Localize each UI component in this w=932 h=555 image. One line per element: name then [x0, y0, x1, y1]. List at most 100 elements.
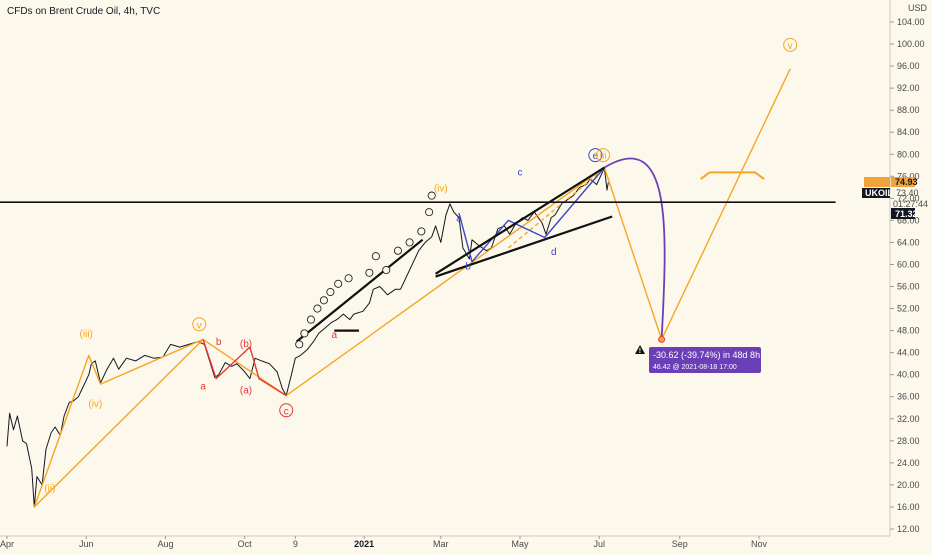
wave-label: d	[551, 247, 557, 258]
symbol-label: UKOIL	[865, 188, 894, 198]
wave-label: (ii)	[44, 483, 55, 494]
y-tick-label: 20.00	[897, 480, 920, 490]
wave-labels: (ii) (iii) (iv) v b (b) a (a) c a (iv) a b c d e iii v	[44, 37, 798, 494]
wave-label-ring	[192, 317, 207, 332]
wave-label: c	[518, 168, 523, 179]
y-tick-label: 16.00	[897, 502, 920, 512]
subwave-marker	[425, 208, 434, 217]
x-tick-label: Oct	[238, 539, 253, 549]
subwave-marker	[319, 296, 328, 305]
projection-change: -30.62 (-39.74%) in 48d 8h	[653, 350, 760, 360]
wave-label: iii	[600, 151, 607, 162]
y-tick-label: 28.00	[897, 436, 920, 446]
y-tick-label: 56.00	[897, 282, 920, 292]
symbol-price-tag: UKOIL 73.40 01:27:44	[862, 188, 928, 209]
series-wave-orange-1[interactable]	[33, 68, 791, 508]
wave-label-ring	[783, 37, 798, 52]
svg-text:71.32: 71.32	[895, 209, 918, 219]
y-tick-label: 36.00	[897, 392, 920, 402]
y-tick-label: 48.00	[897, 326, 920, 336]
y-tick-label: 76.00	[897, 171, 920, 181]
subwave-marker	[371, 252, 380, 261]
wave-label: (iii)	[80, 329, 93, 340]
currency-label: USD	[908, 3, 928, 13]
subwave-marker	[365, 268, 374, 277]
series-wave-red-5[interactable]	[202, 339, 287, 397]
wave-label: (b)	[240, 339, 252, 350]
warning-icon[interactable]: !	[635, 345, 645, 355]
y-tick-label: 24.00	[897, 458, 920, 468]
subwave-marker	[306, 315, 315, 324]
series-projection-7[interactable]	[603, 157, 666, 340]
y-tick-label: 80.00	[897, 149, 920, 159]
wave-label: b	[216, 337, 222, 348]
x-tick-label: May	[512, 539, 530, 549]
chart-title: CFDs on Brent Crude Oil, 4h, TVC	[7, 6, 160, 17]
y-tick-label: 88.00	[897, 105, 920, 115]
y-tick-label: 104.00	[897, 17, 925, 27]
price-axis[interactable]: 12.00 16.00 20.00 24.00 28.00 32.00 36.00 40.00…	[890, 17, 925, 534]
series-wave-blue-6[interactable]	[458, 167, 605, 263]
y-tick-label: 68.00	[897, 215, 920, 225]
x-tick-label: Aug	[157, 539, 173, 549]
plot-area[interactable]	[0, 68, 836, 508]
wave-label: a	[332, 330, 338, 341]
y-tick-label: 12.00	[897, 524, 920, 534]
y-tick-label: 40.00	[897, 370, 920, 380]
svg-text:74.93: 74.93	[895, 177, 918, 187]
subwave-marker	[393, 246, 402, 255]
y-tick-label: 52.00	[897, 304, 920, 314]
y-tick-label: 44.00	[897, 348, 920, 358]
x-tick-label: 9	[293, 539, 298, 549]
time-axis-background	[0, 536, 932, 550]
symbol-price: 73.40	[896, 188, 919, 198]
projection-target: 46.42 @ 2021-08-18 17:00	[653, 364, 737, 371]
wave-label: v	[197, 320, 202, 331]
last-price-tag: 74.93	[864, 177, 918, 187]
y-tick-label: 72.00	[897, 193, 920, 203]
wave-label: v	[788, 41, 793, 52]
series-trendline-9[interactable]	[435, 215, 613, 278]
svg-text:!: !	[639, 348, 641, 355]
subwave-marker	[344, 274, 353, 283]
projection-box: -30.62 (-39.74%) in 48d 8h 46.42 @ 2021-…	[649, 347, 761, 373]
wave-label: e	[593, 151, 599, 162]
wave-label: a	[200, 381, 206, 392]
y-tick-label: 84.00	[897, 127, 920, 137]
wave-label-ring	[596, 148, 611, 163]
projection-target-marker	[658, 335, 666, 343]
y-tick-label: 64.00	[897, 237, 920, 247]
series-target-zone-4[interactable]	[700, 171, 765, 180]
subwave-marker	[326, 287, 335, 297]
subwave-marker	[417, 227, 426, 236]
subwave-marker	[334, 279, 343, 288]
series-trendline-10[interactable]	[295, 238, 424, 343]
series-wave-orange-dashed-2[interactable]	[507, 166, 607, 249]
subwave-marker	[382, 265, 391, 275]
wave-label-ring	[279, 403, 294, 418]
x-tick-label: 2021	[354, 539, 374, 549]
time-axis[interactable]: Apr Jun Aug Oct 9 2021 Mar May Jul Sep Nov	[0, 536, 767, 549]
series-trendline-8[interactable]	[435, 166, 605, 275]
x-tick-label: Sep	[672, 539, 688, 549]
subwave-marker	[313, 304, 322, 313]
wave-label: (a)	[240, 385, 252, 396]
bar-countdown: 01:27:44	[893, 199, 928, 209]
x-tick-label: Mar	[433, 539, 449, 549]
x-tick-label: Jul	[593, 539, 605, 549]
level-price-tag: 71.32	[891, 208, 918, 219]
subwave-marker	[300, 329, 309, 338]
wave-label: (iv)	[434, 184, 448, 195]
wave-label: b	[465, 261, 471, 272]
subwave-marker	[427, 191, 436, 200]
y-tick-label: 32.00	[897, 414, 920, 424]
x-tick-label: Jun	[79, 539, 94, 549]
wave-label: a	[456, 213, 462, 224]
y-tick-label: 60.00	[897, 259, 920, 269]
y-tick-label: 92.00	[897, 83, 920, 93]
subwave-marker	[405, 238, 414, 247]
series-wave-orange-support-3[interactable]	[33, 338, 204, 508]
